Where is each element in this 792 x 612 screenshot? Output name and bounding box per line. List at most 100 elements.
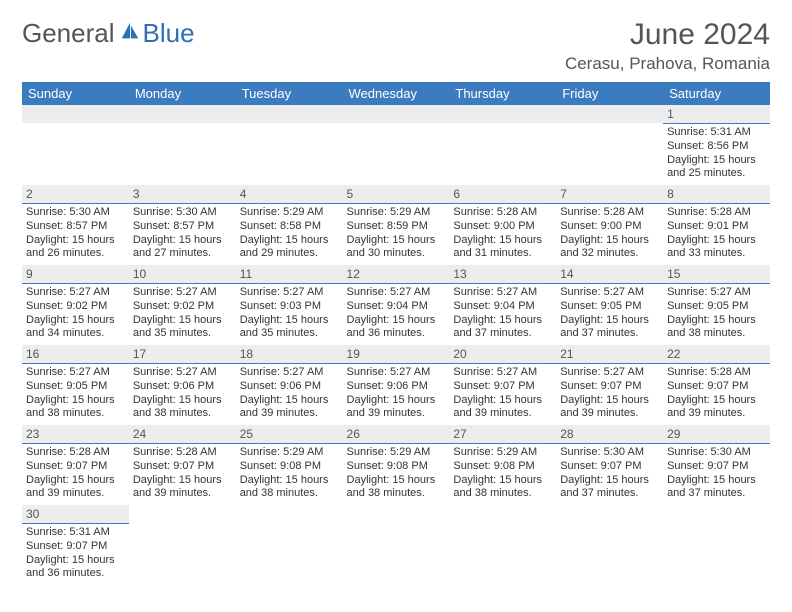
- daylight-text: and 38 minutes.: [453, 487, 552, 501]
- daylight-text: and 27 minutes.: [133, 247, 232, 261]
- empty-cell: [556, 105, 663, 185]
- sunrise-text: Sunrise: 5:28 AM: [667, 206, 766, 220]
- sunset-text: Sunset: 9:07 PM: [453, 380, 552, 394]
- weekday-header: Tuesday: [236, 82, 343, 105]
- daylight-text: Daylight: 15 hours: [453, 234, 552, 248]
- brand-general: General: [22, 18, 115, 49]
- sunrise-text: Sunrise: 5:27 AM: [667, 286, 766, 300]
- daylight-text: Daylight: 15 hours: [667, 154, 766, 168]
- sunrise-text: Sunrise: 5:27 AM: [560, 366, 659, 380]
- day-cell: 2Sunrise: 5:30 AMSunset: 8:57 PMDaylight…: [22, 185, 129, 265]
- day-body: Sunrise: 5:27 AMSunset: 9:02 PMDaylight:…: [129, 284, 236, 345]
- day-cell: 4Sunrise: 5:29 AMSunset: 8:58 PMDaylight…: [236, 185, 343, 265]
- day-number: 16: [22, 345, 129, 364]
- day-cell: 13Sunrise: 5:27 AMSunset: 9:04 PMDayligh…: [449, 265, 556, 345]
- day-cell: 20Sunrise: 5:27 AMSunset: 9:07 PMDayligh…: [449, 345, 556, 425]
- calendar-row: 16Sunrise: 5:27 AMSunset: 9:05 PMDayligh…: [22, 345, 770, 425]
- empty-cell: [343, 105, 450, 185]
- daylight-text: Daylight: 15 hours: [560, 314, 659, 328]
- day-cell: 8Sunrise: 5:28 AMSunset: 9:01 PMDaylight…: [663, 185, 770, 265]
- sunset-text: Sunset: 9:06 PM: [240, 380, 339, 394]
- daylight-text: Daylight: 15 hours: [240, 314, 339, 328]
- sunrise-text: Sunrise: 5:27 AM: [347, 286, 446, 300]
- daylight-text: and 37 minutes.: [453, 327, 552, 341]
- sunrise-text: Sunrise: 5:27 AM: [347, 366, 446, 380]
- daylight-text: and 39 minutes.: [667, 407, 766, 421]
- day-cell: 23Sunrise: 5:28 AMSunset: 9:07 PMDayligh…: [22, 425, 129, 505]
- day-body: Sunrise: 5:29 AMSunset: 9:08 PMDaylight:…: [449, 444, 556, 505]
- day-body: Sunrise: 5:30 AMSunset: 9:07 PMDaylight:…: [556, 444, 663, 505]
- day-cell: 6Sunrise: 5:28 AMSunset: 9:00 PMDaylight…: [449, 185, 556, 265]
- day-body: Sunrise: 5:28 AMSunset: 9:07 PMDaylight:…: [22, 444, 129, 505]
- sunset-text: Sunset: 9:01 PM: [667, 220, 766, 234]
- daylight-text: and 35 minutes.: [240, 327, 339, 341]
- day-number: 27: [449, 425, 556, 444]
- sunset-text: Sunset: 9:02 PM: [26, 300, 125, 314]
- sunset-text: Sunset: 9:05 PM: [560, 300, 659, 314]
- empty-cell: [343, 505, 450, 585]
- sunrise-text: Sunrise: 5:27 AM: [133, 286, 232, 300]
- sunrise-text: Sunrise: 5:28 AM: [667, 366, 766, 380]
- day-body: Sunrise: 5:27 AMSunset: 9:06 PMDaylight:…: [236, 364, 343, 425]
- day-number: 1: [663, 105, 770, 124]
- daylight-text: Daylight: 15 hours: [26, 554, 125, 568]
- weekday-header: Sunday: [22, 82, 129, 105]
- daylight-text: and 36 minutes.: [26, 567, 125, 581]
- daylight-text: Daylight: 15 hours: [560, 474, 659, 488]
- day-body: Sunrise: 5:27 AMSunset: 9:02 PMDaylight:…: [22, 284, 129, 345]
- day-cell: 3Sunrise: 5:30 AMSunset: 8:57 PMDaylight…: [129, 185, 236, 265]
- sunset-text: Sunset: 9:08 PM: [453, 460, 552, 474]
- day-body: Sunrise: 5:31 AM Sunset: 8:56 PM Dayligh…: [663, 124, 770, 185]
- daylight-text: Daylight: 15 hours: [347, 474, 446, 488]
- day-number: 18: [236, 345, 343, 364]
- sunrise-text: Sunrise: 5:27 AM: [26, 366, 125, 380]
- day-body: Sunrise: 5:30 AMSunset: 8:57 PMDaylight:…: [129, 204, 236, 265]
- day-cell: 11Sunrise: 5:27 AMSunset: 9:03 PMDayligh…: [236, 265, 343, 345]
- daylight-text: and 38 minutes.: [667, 327, 766, 341]
- sunset-text: Sunset: 9:07 PM: [26, 460, 125, 474]
- sunset-text: Sunset: 9:05 PM: [667, 300, 766, 314]
- day-cell: 18Sunrise: 5:27 AMSunset: 9:06 PMDayligh…: [236, 345, 343, 425]
- day-cell: 1 Sunrise: 5:31 AM Sunset: 8:56 PM Dayli…: [663, 105, 770, 185]
- day-cell: 15Sunrise: 5:27 AMSunset: 9:05 PMDayligh…: [663, 265, 770, 345]
- calendar-row: 1 Sunrise: 5:31 AM Sunset: 8:56 PM Dayli…: [22, 105, 770, 185]
- daylight-text: Daylight: 15 hours: [667, 314, 766, 328]
- sunrise-text: Sunrise: 5:27 AM: [453, 366, 552, 380]
- day-number: 20: [449, 345, 556, 364]
- daylight-text: Daylight: 15 hours: [26, 474, 125, 488]
- sunrise-text: Sunrise: 5:31 AM: [26, 526, 125, 540]
- day-number: 22: [663, 345, 770, 364]
- sunrise-text: Sunrise: 5:28 AM: [453, 206, 552, 220]
- day-number: 8: [663, 185, 770, 204]
- day-number: 14: [556, 265, 663, 284]
- calendar-row: 2Sunrise: 5:30 AMSunset: 8:57 PMDaylight…: [22, 185, 770, 265]
- empty-cell: [129, 105, 236, 185]
- sunrise-text: Sunrise: 5:27 AM: [240, 366, 339, 380]
- sunrise-text: Sunrise: 5:27 AM: [453, 286, 552, 300]
- daylight-text: Daylight: 15 hours: [240, 474, 339, 488]
- weekday-header: Thursday: [449, 82, 556, 105]
- sunset-text: Sunset: 8:58 PM: [240, 220, 339, 234]
- sunset-text: Sunset: 8:57 PM: [26, 220, 125, 234]
- day-body: Sunrise: 5:27 AMSunset: 9:07 PMDaylight:…: [449, 364, 556, 425]
- sunset-text: Sunset: 9:00 PM: [560, 220, 659, 234]
- daylight-text: and 37 minutes.: [667, 487, 766, 501]
- daylight-text: and 37 minutes.: [560, 487, 659, 501]
- day-body: Sunrise: 5:29 AMSunset: 8:58 PMDaylight:…: [236, 204, 343, 265]
- day-cell: 26Sunrise: 5:29 AMSunset: 9:08 PMDayligh…: [343, 425, 450, 505]
- day-body: Sunrise: 5:31 AMSunset: 9:07 PMDaylight:…: [22, 524, 129, 585]
- sunrise-text: Sunrise: 5:29 AM: [240, 206, 339, 220]
- day-cell: 27Sunrise: 5:29 AMSunset: 9:08 PMDayligh…: [449, 425, 556, 505]
- daylight-text: and 29 minutes.: [240, 247, 339, 261]
- sunset-text: Sunset: 8:59 PM: [347, 220, 446, 234]
- sunrise-text: Sunrise: 5:29 AM: [347, 206, 446, 220]
- calendar-row: 9Sunrise: 5:27 AMSunset: 9:02 PMDaylight…: [22, 265, 770, 345]
- day-cell: 19Sunrise: 5:27 AMSunset: 9:06 PMDayligh…: [343, 345, 450, 425]
- daylight-text: and 25 minutes.: [667, 167, 766, 181]
- sunrise-text: Sunrise: 5:28 AM: [26, 446, 125, 460]
- sunrise-text: Sunrise: 5:28 AM: [133, 446, 232, 460]
- day-number: 7: [556, 185, 663, 204]
- day-body: Sunrise: 5:27 AMSunset: 9:06 PMDaylight:…: [343, 364, 450, 425]
- sunset-text: Sunset: 9:07 PM: [133, 460, 232, 474]
- daylight-text: Daylight: 15 hours: [560, 234, 659, 248]
